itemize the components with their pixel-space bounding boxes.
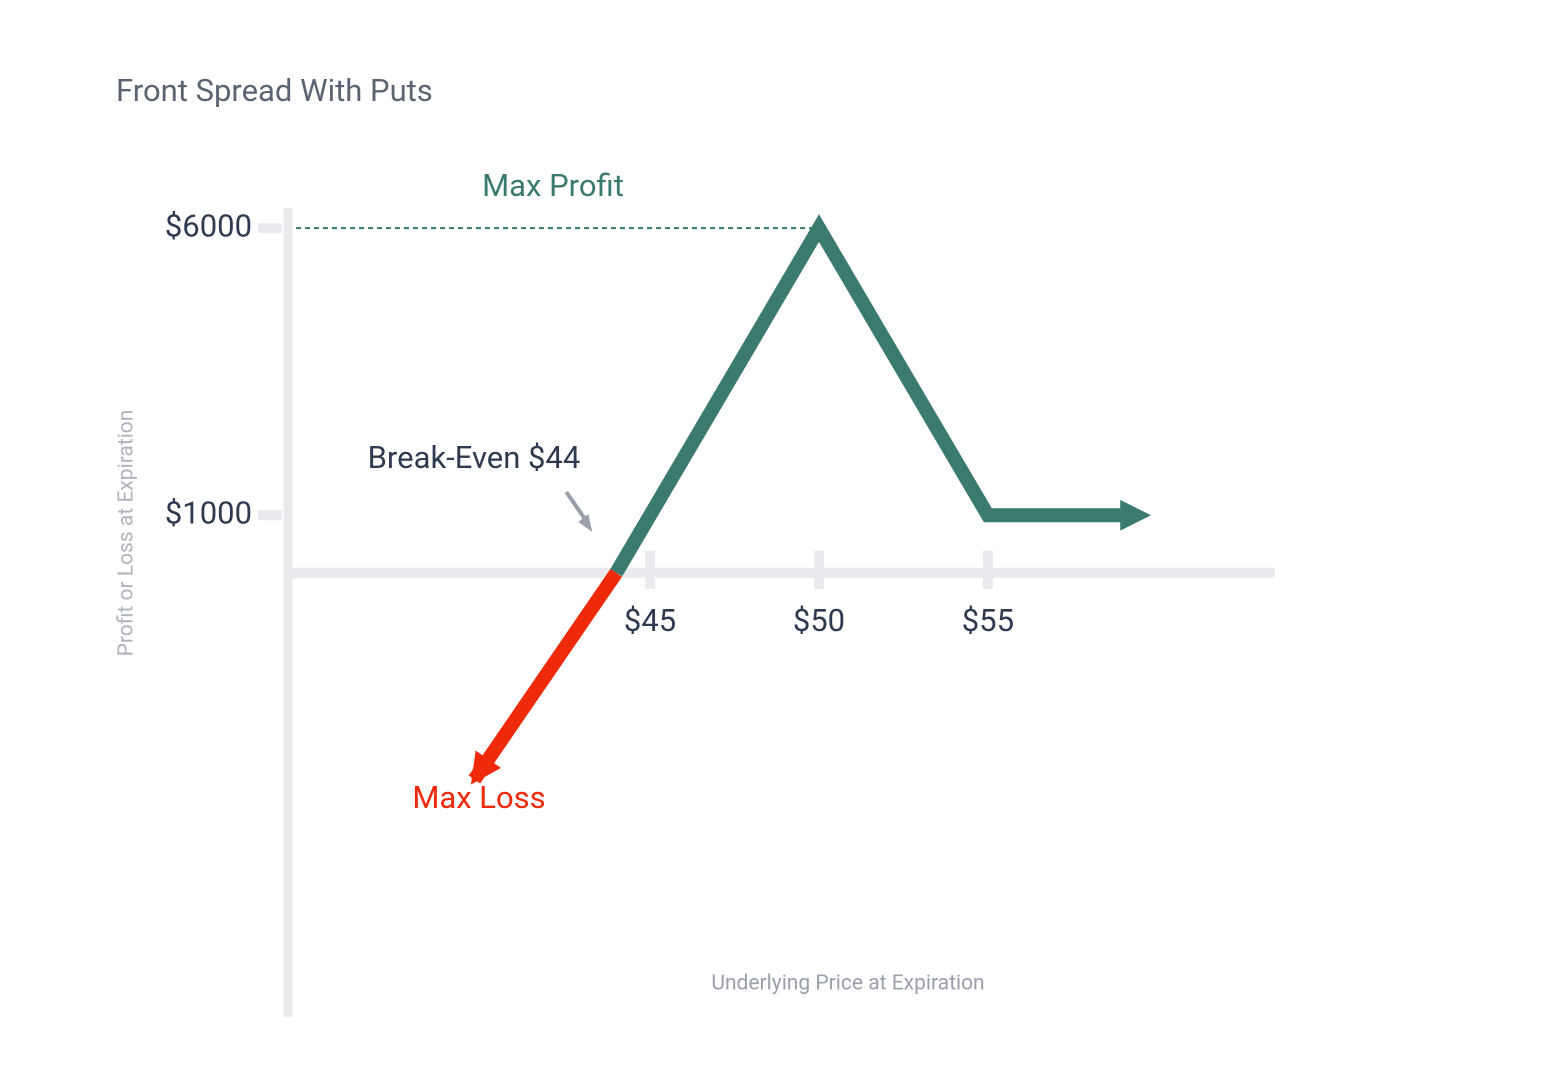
y-tick-label: $6000 <box>165 207 252 244</box>
x-tick-label: $50 <box>793 602 845 639</box>
chart-title: Front Spread With Puts <box>116 72 433 109</box>
x-tick-label: $55 <box>962 602 1014 639</box>
break-even-label: Break-Even $44 <box>368 439 581 476</box>
max-profit-label: Max Profit <box>482 167 624 204</box>
x-tick-label: $45 <box>624 602 676 639</box>
y-axis-label: Profit or Loss at Expiration <box>115 410 139 657</box>
payoff-line <box>610 214 1152 577</box>
x-axis-label: Underlying Price at Expiration <box>711 972 984 996</box>
max-loss-label: Max Loss <box>412 779 545 816</box>
break-even-pointer-head <box>578 514 593 532</box>
y-tick-label: $1000 <box>165 494 252 531</box>
break-even-pointer <box>564 490 586 520</box>
payoff-line <box>468 568 623 785</box>
